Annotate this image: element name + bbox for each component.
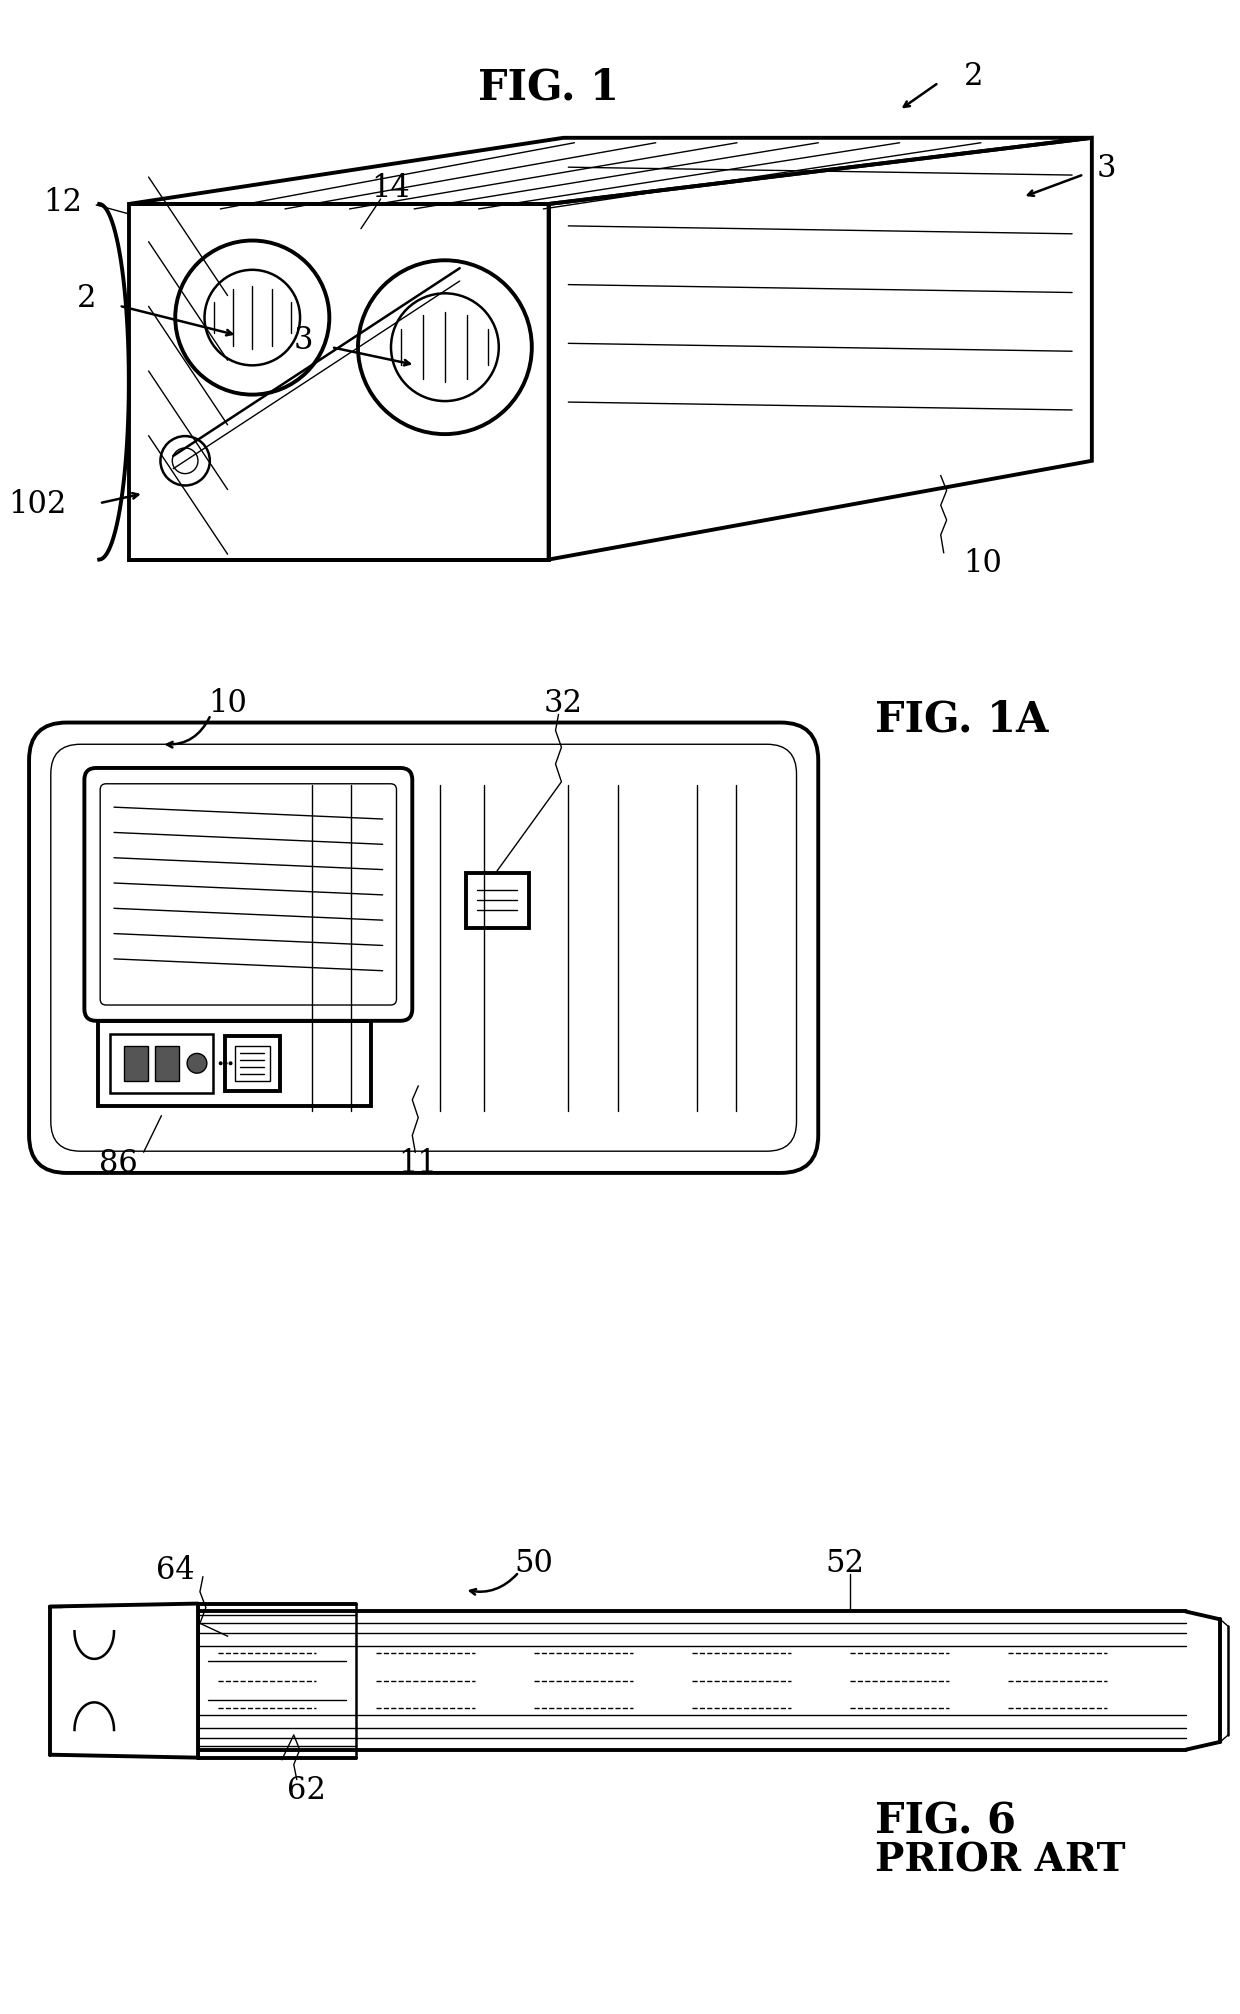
Text: 2: 2 <box>77 284 95 314</box>
Text: 2: 2 <box>963 60 983 93</box>
Text: FIG. 1A: FIG. 1A <box>874 699 1048 741</box>
Text: 50: 50 <box>515 1547 553 1577</box>
Text: 32: 32 <box>543 689 583 719</box>
Text: 86: 86 <box>99 1148 138 1178</box>
Text: 52: 52 <box>825 1547 864 1577</box>
Text: 62: 62 <box>286 1774 326 1805</box>
Text: 3: 3 <box>1097 153 1116 183</box>
Text: 11: 11 <box>398 1148 438 1178</box>
Text: 14: 14 <box>371 173 409 203</box>
Text: FIG. 1: FIG. 1 <box>479 66 619 109</box>
Text: 3: 3 <box>294 324 314 356</box>
Circle shape <box>187 1053 207 1073</box>
Text: 10: 10 <box>208 689 247 719</box>
Polygon shape <box>155 1045 180 1082</box>
Circle shape <box>223 1061 228 1065</box>
Text: 12: 12 <box>43 187 82 218</box>
Text: PRIOR ART: PRIOR ART <box>874 1841 1125 1879</box>
Circle shape <box>218 1061 223 1065</box>
Text: 64: 64 <box>156 1555 195 1585</box>
Polygon shape <box>124 1045 148 1082</box>
Text: 102: 102 <box>9 489 67 520</box>
Circle shape <box>228 1061 233 1065</box>
Text: 10: 10 <box>963 548 1002 578</box>
Text: FIG. 6: FIG. 6 <box>874 1799 1016 1841</box>
